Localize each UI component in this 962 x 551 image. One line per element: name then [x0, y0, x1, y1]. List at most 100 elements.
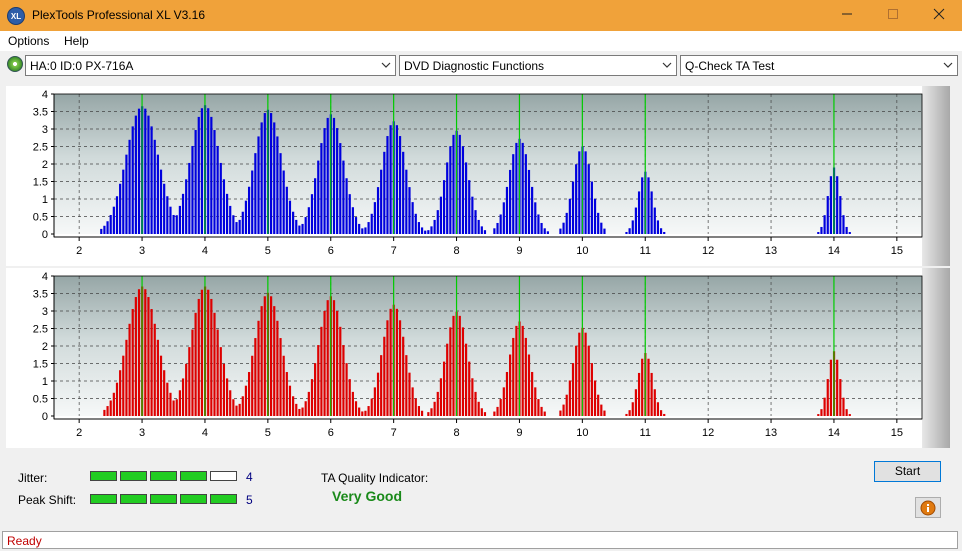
data-bar: [288, 200, 292, 234]
peak-shift-meter-segment: [210, 494, 237, 504]
data-bar: [103, 409, 106, 416]
data-bar: [593, 198, 597, 234]
data-bar: [197, 298, 200, 416]
data-bar: [845, 409, 848, 416]
data-bar: [502, 202, 505, 234]
data-bar: [464, 162, 468, 234]
y-tick-label: 0.5: [33, 394, 48, 406]
data-bar: [512, 154, 515, 234]
data-bar: [464, 343, 468, 416]
data-bar: [150, 126, 153, 234]
data-bar: [389, 125, 392, 234]
peak-shift-meter: [90, 494, 240, 504]
data-bar: [320, 326, 323, 416]
data-bar: [257, 136, 260, 234]
data-bar: [115, 382, 119, 416]
jitter-value: 4: [246, 470, 253, 484]
data-bar: [496, 406, 499, 416]
data-bar: [433, 401, 436, 416]
data-bar: [436, 210, 439, 234]
data-bar: [656, 402, 660, 416]
data-bar: [163, 370, 166, 416]
data-bar: [153, 323, 156, 416]
data-bar: [219, 162, 222, 234]
x-tick-label: 11: [640, 245, 651, 257]
data-bar: [641, 177, 644, 234]
data-bar: [402, 151, 405, 234]
data-bar: [625, 231, 628, 234]
data-bar: [310, 194, 314, 234]
data-bar: [584, 151, 587, 234]
data-bar: [251, 170, 254, 234]
x-tick-label: 11: [640, 427, 651, 439]
data-bar: [304, 401, 307, 416]
peak-shift-label: Peak Shift:: [18, 493, 77, 507]
y-tick-label: 2.5: [33, 142, 48, 154]
maximize-icon: [888, 9, 898, 19]
data-bar: [461, 146, 465, 234]
test-select[interactable]: Q-Check TA Test: [680, 55, 958, 76]
data-bar: [210, 116, 213, 234]
data-bar: [351, 391, 354, 416]
data-bar: [449, 146, 452, 234]
drive-select[interactable]: HA:0 ID:0 PX-716A: [25, 55, 396, 76]
function-select-value: DVD Diagnostic Functions: [404, 59, 545, 73]
data-bar: [823, 397, 826, 416]
data-bar: [169, 392, 172, 416]
data-bar: [106, 406, 109, 416]
menu-help[interactable]: Help: [64, 34, 89, 48]
data-bar: [276, 320, 279, 416]
data-bar: [603, 228, 606, 234]
data-bar: [159, 355, 163, 416]
data-bar: [543, 228, 546, 234]
data-bar: [351, 207, 354, 234]
y-tick-label: 0: [42, 411, 48, 423]
data-bar: [348, 194, 351, 234]
data-bar: [515, 142, 518, 234]
data-bar: [361, 228, 364, 234]
data-bar: [411, 387, 414, 416]
menu-options[interactable]: Options: [8, 34, 50, 48]
data-bar: [842, 215, 845, 234]
info-button[interactable]: [915, 497, 941, 518]
data-bar: [298, 225, 301, 234]
data-bar: [358, 407, 361, 416]
data-bar: [137, 289, 141, 416]
data-bar: [578, 332, 581, 416]
plot-border: [53, 93, 923, 238]
status-bar: Ready: [0, 529, 962, 551]
data-bar: [380, 169, 383, 234]
data-bar: [537, 214, 540, 234]
close-button[interactable]: [916, 0, 962, 31]
start-button[interactable]: Start: [874, 461, 941, 482]
data-bar: [845, 226, 848, 234]
jitter-label: Jitter:: [18, 471, 48, 485]
minimize-button[interactable]: [824, 0, 870, 31]
data-bar: [417, 222, 421, 234]
data-bar: [373, 387, 376, 416]
data-bar: [468, 361, 471, 416]
data-bar: [446, 343, 449, 416]
data-bar: [188, 347, 191, 416]
results-panel: Jitter: 4 Peak Shift: 5 TA Quality Indic…: [6, 452, 950, 526]
data-bar: [103, 225, 106, 234]
maximize-button[interactable]: [870, 0, 916, 31]
data-bar: [380, 355, 383, 416]
x-tick-label: 12: [702, 245, 714, 257]
data-bar: [169, 206, 172, 234]
function-select[interactable]: DVD Diagnostic Functions: [399, 55, 677, 76]
data-bar: [590, 363, 593, 416]
data-bar: [122, 355, 125, 416]
data-bar: [301, 407, 304, 416]
data-bar: [420, 227, 424, 234]
y-tick-label: 1: [42, 194, 48, 206]
data-bar: [295, 219, 298, 234]
data-bar: [364, 410, 367, 416]
data-bar: [153, 139, 156, 234]
data-bar: [417, 406, 421, 416]
data-bar: [241, 396, 244, 416]
data-bar: [147, 115, 150, 234]
data-bar: [493, 228, 496, 234]
data-bar: [106, 221, 109, 234]
data-bar: [358, 223, 361, 234]
